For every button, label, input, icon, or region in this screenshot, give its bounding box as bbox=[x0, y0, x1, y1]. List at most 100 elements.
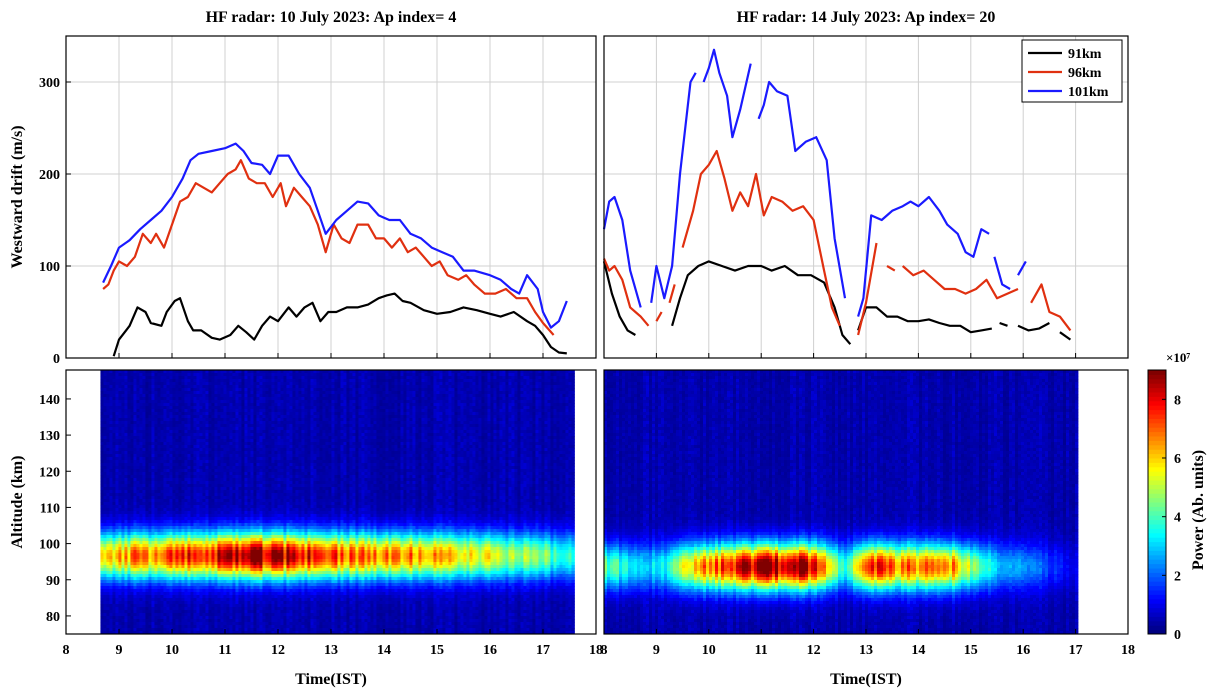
bottom-left-heat-cell bbox=[109, 598, 112, 601]
bottom-left-heat-cell bbox=[118, 547, 121, 550]
bottom-left-heat-cell bbox=[112, 541, 115, 544]
bottom-left-heat-cell bbox=[217, 520, 220, 523]
bottom-left-heat-cell bbox=[118, 505, 121, 508]
bottom-left-heat-cell bbox=[217, 562, 220, 565]
bottom-left-heat-cell bbox=[196, 589, 199, 592]
bottom-left-heat-cell bbox=[196, 400, 199, 403]
bottom-left-heat-cell bbox=[193, 448, 196, 451]
bottom-left-heat-cell bbox=[196, 562, 199, 565]
bottom-left-heat-cell bbox=[181, 499, 184, 502]
bottom-left-heat-cell bbox=[190, 526, 193, 529]
bottom-left-heat-cell bbox=[220, 613, 223, 616]
bottom-left-heat-cell bbox=[175, 466, 178, 469]
bottom-left-heat-cell bbox=[199, 454, 202, 457]
bottom-left-heat-cell bbox=[103, 460, 106, 463]
bottom-left-heat-cell bbox=[220, 577, 223, 580]
bottom-left-heat-cell bbox=[154, 385, 157, 388]
bottom-left-heat-cell bbox=[214, 574, 217, 577]
bottom-left-heat-cell bbox=[139, 562, 142, 565]
bottom-left-heat-cell bbox=[172, 574, 175, 577]
bottom-left-heat-cell bbox=[193, 382, 196, 385]
bottom-left-heat-cell bbox=[136, 628, 139, 631]
bottom-left-heat-cell bbox=[220, 592, 223, 595]
bottom-left-heat-cell bbox=[133, 448, 136, 451]
bottom-left-heat-cell bbox=[187, 553, 190, 556]
bottom-left-heat-cell bbox=[199, 526, 202, 529]
bottom-left-heat-cell bbox=[163, 550, 166, 553]
bottom-left-heat-cell bbox=[208, 583, 211, 586]
bottom-left-heat-cell bbox=[175, 493, 178, 496]
bottom-left-heat-cell bbox=[115, 433, 118, 436]
bottom-left-heat-cell bbox=[157, 580, 160, 583]
bottom-left-heat-cell bbox=[103, 625, 106, 628]
bottom-left-heat-cell bbox=[112, 556, 115, 559]
bottom-left-heat-cell bbox=[181, 604, 184, 607]
bottom-left-heat-cell bbox=[112, 529, 115, 532]
bottom-left-heat-cell bbox=[151, 595, 154, 598]
bottom-left-heat-cell bbox=[217, 514, 220, 517]
bottom-left-heat-cell bbox=[148, 502, 151, 505]
bottom-left-heat-cell bbox=[217, 394, 220, 397]
bottom-left-heat-cell bbox=[115, 439, 118, 442]
bottom-left-heat-cell bbox=[205, 457, 208, 460]
bottom-left-heat-cell bbox=[172, 622, 175, 625]
bottom-left-heat-cell bbox=[133, 412, 136, 415]
bottom-left-heat-cell bbox=[208, 589, 211, 592]
bottom-left-heat-cell bbox=[133, 592, 136, 595]
bottom-left-heat-cell bbox=[133, 439, 136, 442]
bottom-left-heat-cell bbox=[148, 598, 151, 601]
bottom-left-heat-cell bbox=[127, 526, 130, 529]
bottom-left-heat-cell bbox=[166, 583, 169, 586]
bottom-left-heat-cell bbox=[121, 382, 124, 385]
bottom-left-heat-cell bbox=[124, 592, 127, 595]
bottom-left-heat-cell bbox=[163, 577, 166, 580]
bottom-left-heat-cell bbox=[130, 538, 133, 541]
bottom-left-heat-cell bbox=[184, 511, 187, 514]
bottom-left-heat-cell bbox=[121, 538, 124, 541]
bottom-left-heat-cell bbox=[172, 418, 175, 421]
bottom-left-heat-cell bbox=[202, 619, 205, 622]
bottom-left-heat-cell bbox=[151, 613, 154, 616]
bottom-left-heat-cell bbox=[220, 475, 223, 478]
bottom-left-heat-cell bbox=[103, 502, 106, 505]
bottom-left-heat-cell bbox=[184, 457, 187, 460]
bottom-left-heat-cell bbox=[220, 571, 223, 574]
bottom-left-heat-cell bbox=[103, 547, 106, 550]
bottom-left-heat-cell bbox=[127, 382, 130, 385]
bottom-left-heat-cell bbox=[196, 406, 199, 409]
bottom-left-heat-cell bbox=[166, 595, 169, 598]
bottom-left-heat-cell bbox=[166, 586, 169, 589]
bottom-left-heat-cell bbox=[133, 586, 136, 589]
bottom-left-heat-cell bbox=[172, 526, 175, 529]
bottom-left-heat-cell bbox=[142, 628, 145, 631]
bottom-left-heat-cell bbox=[211, 472, 214, 475]
bottom-left-heat-cell bbox=[193, 385, 196, 388]
bottom-left-heat-cell bbox=[124, 397, 127, 400]
bottom-left-heat-cell bbox=[112, 595, 115, 598]
bottom-left-heat-cell bbox=[142, 484, 145, 487]
bottom-left-heat-cell bbox=[133, 556, 136, 559]
bottom-left-heat-cell bbox=[130, 511, 133, 514]
bottom-left-heat-cell bbox=[145, 613, 148, 616]
bottom-left-heat-cell bbox=[199, 511, 202, 514]
bottom-left-heat-cell bbox=[148, 541, 151, 544]
bottom-left-heat-cell bbox=[187, 379, 190, 382]
bottom-left-heat-cell bbox=[136, 568, 139, 571]
bottom-left-heat-cell bbox=[172, 577, 175, 580]
bottom-left-heat-cell bbox=[208, 397, 211, 400]
bottom-left-heat-cell bbox=[160, 415, 163, 418]
bottom-left-heat-cell bbox=[184, 439, 187, 442]
bottom-left-heat-cell bbox=[151, 622, 154, 625]
bottom-left-heat-cell bbox=[124, 601, 127, 604]
colorbar-label: Power (Ab. units) bbox=[1190, 450, 1207, 570]
bottom-left-heat-cell bbox=[184, 385, 187, 388]
bottom-left-heat-cell bbox=[157, 523, 160, 526]
bottom-left-heat-cell bbox=[103, 499, 106, 502]
bottom-left-heat-cell bbox=[124, 373, 127, 376]
bottom-left-heat-cell bbox=[118, 604, 121, 607]
bottom-left-heat-cell bbox=[199, 475, 202, 478]
bottom-left-heat-cell bbox=[196, 394, 199, 397]
bottom-left-heat-cell bbox=[196, 598, 199, 601]
bottom-left-heat-cell bbox=[160, 571, 163, 574]
bottom-left-heat-cell bbox=[112, 379, 115, 382]
